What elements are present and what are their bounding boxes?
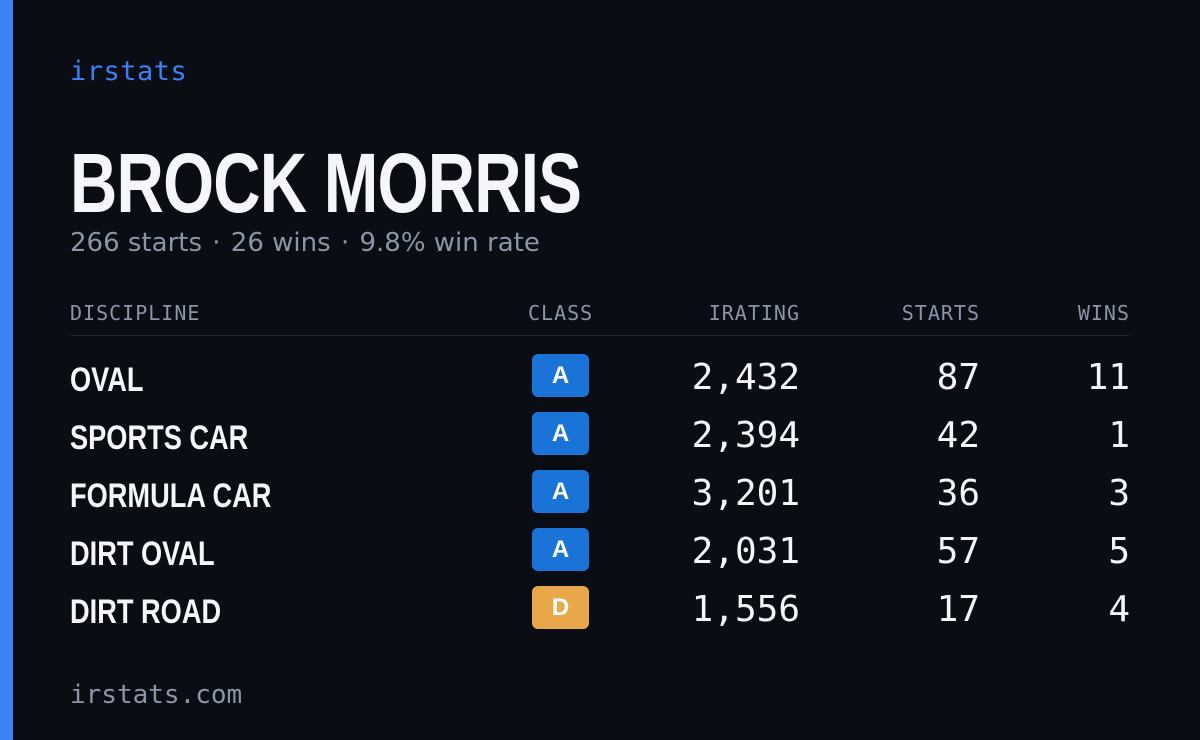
- class-badge: A: [532, 354, 589, 397]
- discipline-name: SPORTS CAR: [70, 419, 249, 457]
- table-row: OVAL A 2,432 87 11: [70, 336, 1130, 398]
- discipline-name: DIRT ROAD: [70, 593, 222, 631]
- header-starts: STARTS: [901, 301, 980, 325]
- table-header: DISCIPLINE CLASS IRATING STARTS WINS: [70, 296, 1130, 336]
- brand-logo: irstats: [70, 56, 188, 87]
- stats-table: DISCIPLINE CLASS IRATING STARTS WINS OVA…: [70, 296, 1130, 636]
- class-badge: D: [532, 586, 589, 629]
- discipline-name: FORMULA CAR: [70, 477, 272, 515]
- separator: ·: [212, 228, 221, 258]
- win-rate-summary: 9.8% win rate: [359, 228, 540, 258]
- driver-summary: 266 starts · 26 wins · 9.8% win rate: [70, 228, 540, 258]
- starts-value: 57: [936, 531, 980, 572]
- header-class: CLASS: [528, 301, 594, 325]
- irating-value: 3,201: [691, 473, 800, 514]
- wins-summary: 26 wins: [230, 228, 331, 258]
- starts-value: 87: [936, 357, 980, 398]
- class-badge: A: [532, 470, 589, 513]
- table-row: FORMULA CAR A 3,201 36 3: [70, 452, 1130, 514]
- header-discipline: DISCIPLINE: [70, 301, 201, 325]
- starts-value: 36: [936, 473, 980, 514]
- footer-url[interactable]: irstats.com: [70, 680, 243, 710]
- table-body: OVAL A 2,432 87 11 SPORTS CAR A 2,394 42…: [70, 336, 1130, 636]
- table-row: DIRT OVAL A 2,031 57 5: [70, 510, 1130, 572]
- class-badge: A: [532, 528, 589, 571]
- discipline-name: DIRT OVAL: [70, 535, 215, 573]
- wins-value: 1: [1108, 415, 1130, 456]
- driver-name: BROCK MORRIS: [70, 136, 582, 230]
- class-badge: A: [532, 412, 589, 455]
- separator: ·: [340, 228, 350, 258]
- irating-value: 1,556: [691, 589, 800, 630]
- wins-value: 5: [1108, 531, 1130, 572]
- wins-value: 3: [1108, 473, 1130, 514]
- irating-value: 2,031: [691, 531, 800, 572]
- wins-value: 4: [1108, 589, 1130, 630]
- header-irating: IRATING: [708, 301, 800, 325]
- starts-value: 17: [936, 589, 980, 630]
- irating-value: 2,432: [691, 357, 800, 398]
- starts-summary: 266 starts: [70, 228, 202, 258]
- discipline-name: OVAL: [70, 361, 144, 399]
- table-row: SPORTS CAR A 2,394 42 1: [70, 394, 1130, 456]
- table-row: DIRT ROAD D 1,556 17 4: [70, 568, 1130, 630]
- irating-value: 2,394: [691, 415, 800, 456]
- wins-value: 11: [1086, 357, 1130, 398]
- header-wins: WINS: [1077, 301, 1130, 325]
- accent-bar: [0, 0, 13, 740]
- starts-value: 42: [936, 415, 980, 456]
